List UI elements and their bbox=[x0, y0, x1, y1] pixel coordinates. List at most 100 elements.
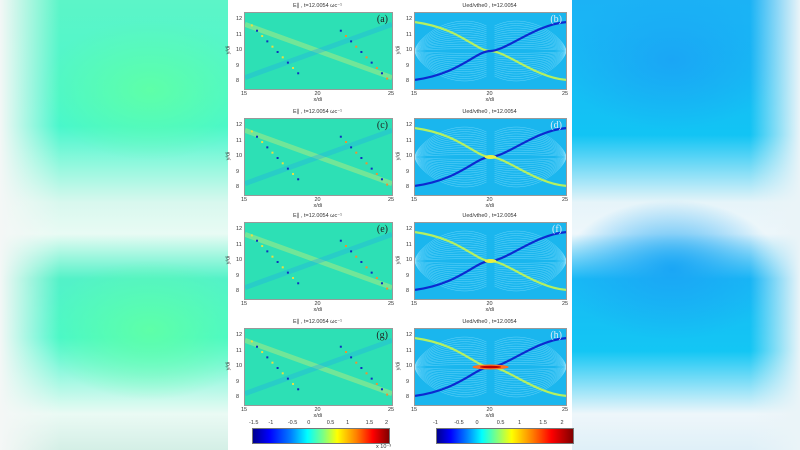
panel-label: (c) bbox=[376, 120, 388, 131]
y-axis-label: y/di bbox=[225, 255, 232, 265]
x-tick: 15 bbox=[411, 91, 418, 97]
x-tick: 25 bbox=[388, 407, 395, 413]
x-tick: 20 bbox=[486, 91, 493, 97]
y-tick: 9 bbox=[406, 378, 410, 385]
panel-label: (h) bbox=[550, 330, 562, 341]
x-axis-label: x/di bbox=[485, 203, 495, 209]
colorbar-multiplier: x 10⁻³ bbox=[376, 444, 392, 450]
y-tick: 12 bbox=[406, 122, 413, 128]
colorbar-tick: -0.5 bbox=[454, 420, 464, 426]
x-axis-label: x/di bbox=[313, 203, 323, 209]
y-tick: 8 bbox=[406, 394, 410, 400]
colorbar-tick: 0 bbox=[475, 420, 479, 426]
colorbar-tick: -1 bbox=[433, 420, 438, 426]
colorbar-tick: -0.5 bbox=[287, 420, 298, 426]
heatmap-graphic bbox=[245, 338, 392, 396]
x-tick: 20 bbox=[314, 407, 321, 413]
y-tick: 8 bbox=[236, 78, 240, 84]
x-tick: 20 bbox=[486, 301, 493, 307]
panel-title: E∥ , t=12.0054 ωc⁻¹ bbox=[293, 319, 342, 325]
heatmap-graphic bbox=[415, 126, 566, 188]
colorbar-tick: 2 bbox=[385, 420, 389, 426]
x-tick: 15 bbox=[241, 407, 248, 413]
y-tick: 12 bbox=[406, 332, 413, 338]
heatmap-graphic bbox=[245, 128, 392, 186]
panel-title: E∥ , t=12.0054 ωc⁻¹ bbox=[293, 213, 342, 219]
x-tick: 20 bbox=[486, 197, 493, 203]
colorbar-tick: 0.5 bbox=[326, 420, 335, 426]
y-tick: 11 bbox=[236, 347, 242, 354]
plot-area-c: (c) bbox=[244, 118, 393, 196]
colorbar-tick: 1.5 bbox=[539, 420, 547, 426]
y-tick: 10 bbox=[406, 257, 413, 263]
colorbar-tick: 0.5 bbox=[496, 420, 505, 426]
y-axis-label: y/di bbox=[395, 361, 402, 371]
plot-area-a: (a) bbox=[244, 12, 393, 90]
y-tick: 8 bbox=[406, 288, 410, 294]
colorbar-tick: -1 bbox=[268, 420, 274, 426]
x-tick: 15 bbox=[411, 197, 418, 203]
plot-area-g: (g) bbox=[244, 328, 393, 406]
y-tick: 9 bbox=[236, 378, 240, 385]
y-tick: 11 bbox=[236, 137, 242, 144]
plot-area-b: (b) bbox=[414, 12, 567, 90]
y-tick: 11 bbox=[406, 347, 412, 354]
heatmap-graphic bbox=[245, 22, 392, 80]
panel-label: (e) bbox=[376, 224, 388, 235]
x-tick: 20 bbox=[314, 197, 321, 203]
y-tick: 8 bbox=[236, 394, 240, 400]
panel-label: (d) bbox=[550, 120, 562, 131]
x-tick: 25 bbox=[562, 91, 569, 97]
x-axis-label: x/di bbox=[485, 413, 495, 419]
y-tick: 12 bbox=[236, 226, 243, 232]
x-axis-label: x/di bbox=[485, 307, 495, 313]
panel-title: Ued/vthe0 , t=12.0054 bbox=[462, 109, 517, 115]
x-tick: 15 bbox=[411, 407, 418, 413]
panel-title: Ued/vthe0 , t=12.0054 bbox=[462, 319, 517, 325]
y-tick: 11 bbox=[406, 241, 412, 248]
y-tick: 12 bbox=[236, 332, 243, 338]
x-axis-label: x/di bbox=[485, 97, 495, 103]
heatmap-graphic bbox=[415, 20, 566, 82]
x-tick: 15 bbox=[241, 301, 248, 307]
x-tick: 15 bbox=[241, 197, 248, 203]
y-tick: 8 bbox=[406, 184, 410, 190]
x-tick: 20 bbox=[314, 91, 321, 97]
y-tick: 10 bbox=[406, 363, 413, 369]
y-tick: 9 bbox=[236, 168, 240, 175]
y-tick: 9 bbox=[406, 272, 410, 279]
x-axis-label: x/di bbox=[313, 413, 323, 419]
y-tick: 10 bbox=[406, 47, 413, 53]
y-tick: 12 bbox=[406, 226, 413, 232]
y-tick: 9 bbox=[236, 272, 240, 279]
blurred-background-left bbox=[0, 0, 228, 450]
y-axis-label: y/di bbox=[225, 45, 232, 55]
y-axis-label: y/di bbox=[395, 151, 402, 161]
x-axis-label: x/di bbox=[313, 307, 323, 313]
colorbar-tick: -1.5 bbox=[249, 420, 259, 426]
plot-area-e: (e) bbox=[244, 222, 393, 300]
y-tick: 8 bbox=[236, 288, 240, 294]
x-tick: 25 bbox=[388, 91, 395, 97]
x-tick: 25 bbox=[562, 407, 569, 413]
panel-label: (a) bbox=[376, 14, 388, 25]
colorbar-tick: 0 bbox=[307, 420, 311, 426]
y-tick: 11 bbox=[236, 31, 242, 38]
y-tick: 9 bbox=[236, 62, 240, 69]
panel-title: Ued/vthe0 , t=12.0054 bbox=[462, 213, 517, 219]
x-tick: 15 bbox=[241, 91, 248, 97]
heatmap-graphic bbox=[415, 336, 566, 398]
x-tick: 25 bbox=[562, 197, 569, 203]
heatmap-graphic bbox=[245, 232, 392, 290]
y-tick: 10 bbox=[236, 257, 243, 263]
colorbar-tick: 1 bbox=[518, 420, 522, 426]
plot-area-d: (d) bbox=[414, 118, 567, 196]
x-axis-label: x/di bbox=[313, 97, 323, 103]
colorbar-tick: 2 bbox=[560, 420, 564, 426]
y-axis-label: y/di bbox=[395, 255, 402, 265]
panel-label: (g) bbox=[376, 330, 388, 341]
y-tick: 11 bbox=[406, 31, 412, 38]
colorbar-left bbox=[252, 428, 390, 444]
heatmap-graphic bbox=[415, 230, 566, 292]
panel-label: (b) bbox=[550, 14, 562, 25]
